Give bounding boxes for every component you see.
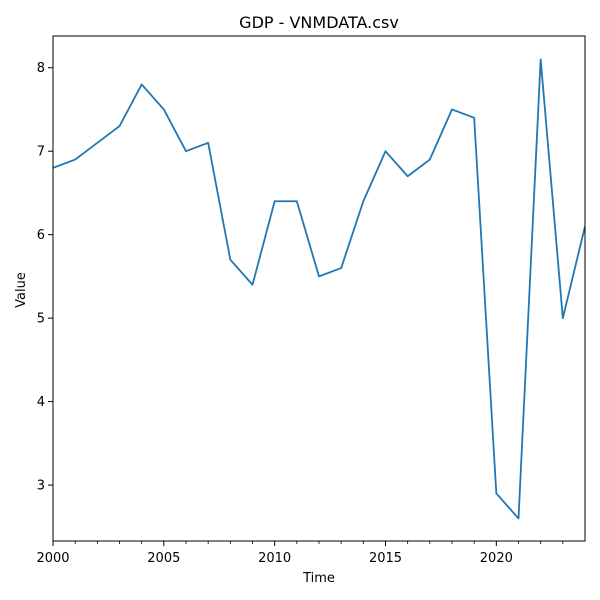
x-axis-label: Time [302, 571, 335, 586]
x-tick-label: 2000 [36, 551, 69, 566]
y-tick-label: 6 [37, 228, 45, 243]
x-tick-label: 2015 [369, 551, 402, 566]
series-line-0 [53, 58, 585, 520]
chart-title: GDP - VNMDATA.csv [239, 13, 399, 32]
series-layer [53, 58, 585, 520]
x-tick-label: 2010 [258, 551, 291, 566]
y-tick-label: 3 [37, 479, 45, 494]
x-tick-label: 2020 [480, 551, 513, 566]
x-axis: 2000 2005 2010 2015 2020 [36, 541, 564, 566]
y-tick-label: 5 [37, 312, 45, 327]
y-tick-label: 4 [37, 395, 45, 410]
y-tick-label: 8 [37, 61, 45, 76]
y-axis-label: Value [14, 272, 29, 308]
x-tick-label: 2005 [147, 551, 180, 566]
y-axis: 3 4 5 6 7 8 [37, 61, 53, 494]
y-tick-label: 7 [37, 145, 45, 160]
